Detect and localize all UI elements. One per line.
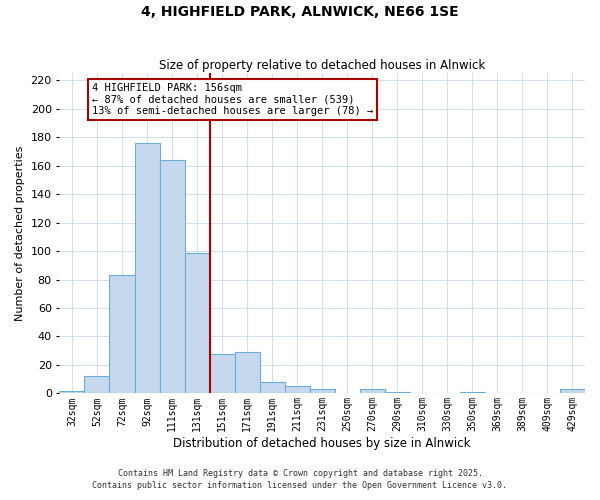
X-axis label: Distribution of detached houses by size in Alnwick: Distribution of detached houses by size …	[173, 437, 471, 450]
Bar	[59, 390, 85, 394]
Bar	[185, 252, 209, 394]
Bar	[134, 143, 160, 394]
Bar	[385, 392, 410, 394]
Text: 4, HIGHFIELD PARK, ALNWICK, NE66 1SE: 4, HIGHFIELD PARK, ALNWICK, NE66 1SE	[141, 5, 459, 19]
Bar	[560, 389, 585, 394]
Bar	[160, 160, 185, 394]
Text: Contains HM Land Registry data © Crown copyright and database right 2025.
Contai: Contains HM Land Registry data © Crown c…	[92, 468, 508, 490]
Bar	[360, 389, 385, 394]
Bar	[209, 354, 235, 394]
Bar	[260, 382, 284, 394]
Y-axis label: Number of detached properties: Number of detached properties	[15, 146, 25, 321]
Bar	[109, 276, 134, 394]
Bar	[235, 352, 260, 394]
Bar	[284, 386, 310, 394]
Text: 4 HIGHFIELD PARK: 156sqm
← 87% of detached houses are smaller (539)
13% of semi-: 4 HIGHFIELD PARK: 156sqm ← 87% of detach…	[92, 83, 373, 116]
Bar	[85, 376, 109, 394]
Title: Size of property relative to detached houses in Alnwick: Size of property relative to detached ho…	[159, 59, 485, 72]
Bar	[460, 392, 485, 394]
Bar	[310, 389, 335, 394]
